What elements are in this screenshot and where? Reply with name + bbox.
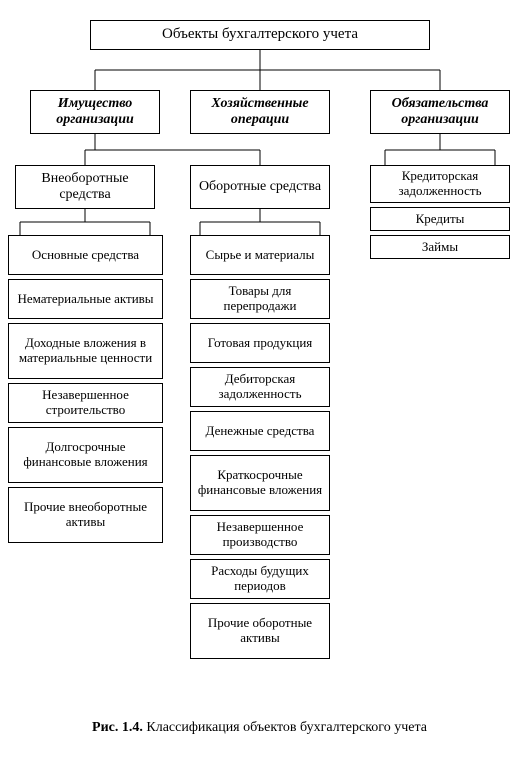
node-b8: Расходы будущих периодов <box>190 559 330 599</box>
node-ob2: Кредиты <box>370 207 510 231</box>
node-label: Оборотные средства <box>199 179 321 195</box>
node-a1: Основные средства <box>8 235 163 275</box>
node-label: Нематериальные активы <box>17 292 153 307</box>
node-label: Имущество организации <box>35 96 155 128</box>
node-label: Доходные вложения в материальные ценност… <box>13 336 158 366</box>
node-label: Обязательства организации <box>375 96 505 128</box>
node-b9: Прочие оборотные активы <box>190 603 330 659</box>
node-label: Объекты бухгалтерского учета <box>162 26 358 43</box>
node-ob3: Займы <box>370 235 510 259</box>
node-cat1: Имущество организации <box>30 90 160 134</box>
node-a4: Незавершенное строительство <box>8 383 163 423</box>
node-label: Прочие внеоборотные активы <box>13 500 158 530</box>
node-label: Краткосрочные финансовые вложения <box>195 468 325 498</box>
node-label: Хозяйственные операции <box>195 96 325 128</box>
node-b1: Сырье и материалы <box>190 235 330 275</box>
diagram-page: { "type": "tree", "background_color": "#… <box>0 0 519 771</box>
node-label: Дебиторская задолженность <box>195 372 325 402</box>
node-label: Готовая продукция <box>208 336 313 351</box>
node-label: Внеоборотные средства <box>20 171 150 203</box>
node-b6: Краткосрочные финансовые вложения <box>190 455 330 511</box>
node-label: Сырье и материалы <box>206 248 315 263</box>
caption-text: Классификация объектов бухгалтерского уч… <box>143 720 427 735</box>
node-b3: Готовая продукция <box>190 323 330 363</box>
node-label: Незавершенное строительство <box>13 388 158 418</box>
node-imA: Внеоборотные средства <box>15 165 155 209</box>
figure-caption: Рис. 1.4. Классификация объектов бухгалт… <box>0 720 519 736</box>
node-label: Кредиторская задолженность <box>375 169 505 199</box>
node-cat2: Хозяйственные операции <box>190 90 330 134</box>
node-label: Основные средства <box>32 248 139 263</box>
node-b5: Денежные средства <box>190 411 330 451</box>
node-imB: Оборотные средства <box>190 165 330 209</box>
node-ob1: Кредиторская задолженность <box>370 165 510 203</box>
node-b2: Товары для перепродажи <box>190 279 330 319</box>
node-label: Денежные средства <box>206 424 315 439</box>
node-label: Прочие оборотные активы <box>195 616 325 646</box>
node-label: Кредиты <box>416 212 465 227</box>
node-a5: Долгосрочные финансовые вложения <box>8 427 163 483</box>
node-label: Товары для перепродажи <box>195 284 325 314</box>
node-b4: Дебиторская задолженность <box>190 367 330 407</box>
node-a3: Доходные вложения в материальные ценност… <box>8 323 163 379</box>
node-b7: Незавершенное производство <box>190 515 330 555</box>
node-label: Незавершенное производство <box>195 520 325 550</box>
node-a2: Нематериальные активы <box>8 279 163 319</box>
node-cat3: Обязательства организации <box>370 90 510 134</box>
caption-prefix: Рис. 1.4. <box>92 720 143 735</box>
node-label: Долгосрочные финансовые вложения <box>13 440 158 470</box>
node-label: Займы <box>422 240 458 255</box>
node-a6: Прочие внеоборотные активы <box>8 487 163 543</box>
node-label: Расходы будущих периодов <box>195 564 325 594</box>
node-root: Объекты бухгалтерского учета <box>90 20 430 50</box>
